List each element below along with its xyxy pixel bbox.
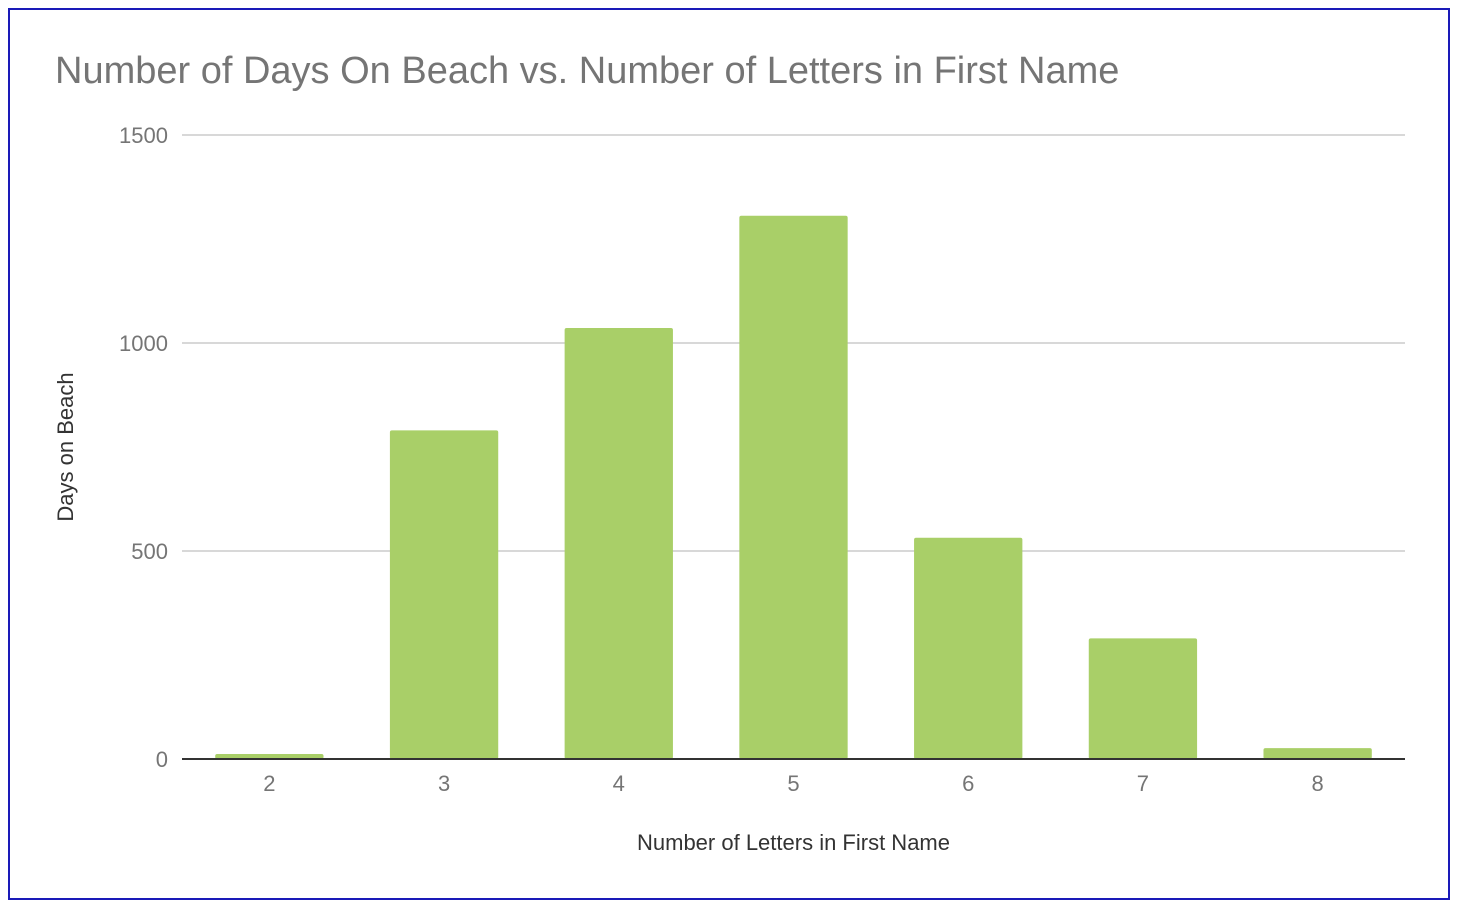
x-tick-label: 2 <box>263 771 275 796</box>
bar <box>389 430 499 759</box>
bar <box>914 537 1023 759</box>
x-tick-label: 8 <box>1312 771 1324 796</box>
y-tick-label: 0 <box>156 747 168 772</box>
bar <box>739 215 848 760</box>
x-axis-title: Number of Letters in First Name <box>637 830 950 855</box>
y-axis-tick-labels: 0 500 1000 1500 <box>119 123 168 772</box>
x-axis-tick-labels: 2 3 4 5 6 7 8 <box>263 771 1324 796</box>
y-tick-label: 1500 <box>119 123 168 148</box>
x-tick-label: 7 <box>1137 771 1149 796</box>
bar <box>215 754 324 759</box>
x-tick-label: 3 <box>438 771 450 796</box>
x-tick-label: 4 <box>613 771 625 796</box>
y-tick-label: 1000 <box>119 331 168 356</box>
bar <box>564 328 673 759</box>
x-tick-label: 5 <box>787 771 799 796</box>
x-tick-label: 6 <box>962 771 974 796</box>
chart-frame <box>8 8 1450 900</box>
bar <box>1263 748 1372 759</box>
chart-title: Number of Days On Beach vs. Number of Le… <box>55 50 1120 92</box>
y-axis-title: Days on Beach <box>53 372 78 521</box>
y-tick-label: 500 <box>131 539 168 564</box>
bar <box>1088 638 1198 759</box>
bars <box>215 215 1372 760</box>
